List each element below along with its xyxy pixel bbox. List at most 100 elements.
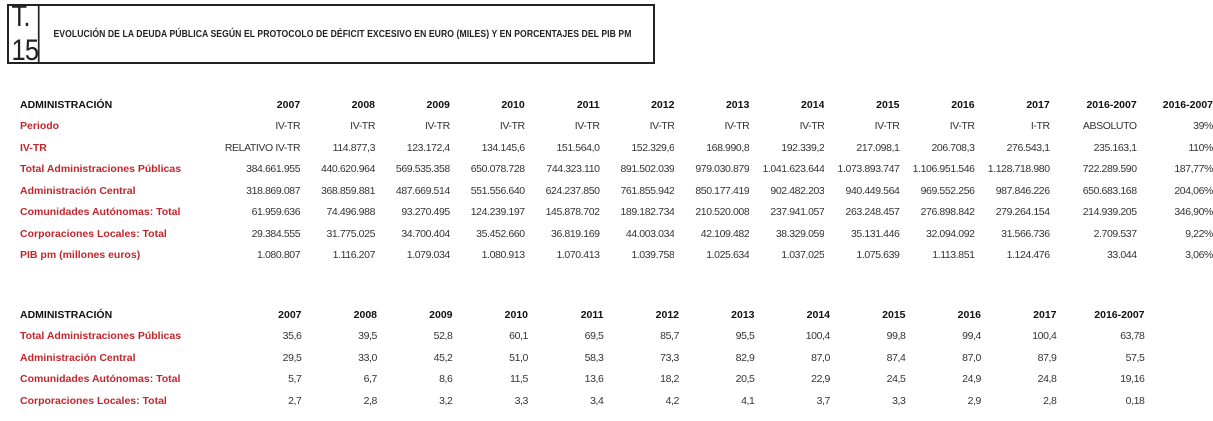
table-cell: 744.323.110 — [546, 163, 600, 176]
table-row: Administración Central 29,5 33,0 45,2 51,0 58… — [20, 347, 1145, 369]
table-cell: 39% — [1193, 120, 1213, 133]
table-cell: 87,0 — [811, 351, 830, 364]
table-cell: 51,0 — [509, 351, 528, 364]
table-cell: 3,2 — [439, 394, 453, 407]
table-cell: 87,9 — [1037, 351, 1057, 364]
table-cell: 1.037.025 — [781, 249, 825, 262]
row-label: Comunidades Autónomas: Total — [20, 206, 181, 219]
column-header: 2015 — [876, 98, 900, 111]
table-cell: 1.041.623.644 — [762, 163, 825, 176]
table-row: Administración Central 318.869.087 368.859… — [20, 180, 1213, 202]
column-header: 2008 — [353, 308, 377, 321]
table-cell: 19,16 — [1120, 373, 1145, 386]
table-cell: 5,7 — [288, 373, 302, 386]
table-cell: 1.039.758 — [631, 249, 675, 262]
table-cell: 18,2 — [660, 373, 679, 386]
row-label: Total Administraciones Públicas — [20, 163, 182, 176]
table-cell: 237.941.057 — [770, 206, 825, 219]
table-cell: 38.329.059 — [775, 227, 825, 240]
header-row: ADMINISTRACIÓN 2007 2008 2009 2010 2011 … — [20, 304, 1145, 326]
table-cell: 31.775.025 — [326, 227, 376, 240]
table-cell: 1.124.476 — [1006, 249, 1050, 262]
table-cell: 29.384.555 — [251, 227, 301, 240]
table-cell: 36.819.169 — [551, 227, 600, 240]
table-cell: 34.700.404 — [401, 227, 450, 240]
column-header: 2013 — [731, 308, 755, 321]
header-row: ADMINISTRACIÓN 2007 2008 2009 2010 2011 … — [20, 94, 1213, 116]
table-cell: 3,4 — [590, 394, 604, 407]
table-row: Corporaciones Locales: Total 2,7 2,8 3,2 3,3… — [20, 390, 1145, 412]
table-cell: IV-TR — [499, 120, 525, 133]
row-label: Corporaciones Locales: Total — [20, 394, 167, 407]
table-cell: 624.237.850 — [545, 184, 600, 197]
table-cell: 13,6 — [584, 373, 604, 386]
table-row: Periodo IV-TR IV-TR IV-TR IV-TR IV-TR IV-TR IV-… — [20, 116, 1213, 138]
table-cell: 2,8 — [363, 394, 377, 407]
column-header: 2012 — [655, 308, 679, 321]
column-header: 2016 — [951, 98, 975, 111]
table-cell: 276.543,1 — [1006, 141, 1050, 154]
table-cell: 2,9 — [967, 394, 981, 407]
table-cell: 58,3 — [584, 351, 604, 364]
table-cell: 93.270.495 — [401, 206, 450, 219]
table-cell: 33.044 — [1106, 249, 1137, 262]
column-header: ADMINISTRACIÓN — [20, 98, 113, 111]
table-cell: IV-TR — [350, 120, 376, 133]
debt-table-euros: ADMINISTRACIÓN 2007 2008 2009 2010 2011 … — [20, 94, 1213, 266]
table-cell: 263.248.457 — [845, 206, 900, 219]
table-cell: IV-TR — [649, 120, 675, 133]
table-cell: 1.106.951.546 — [912, 163, 975, 176]
table-cell: 3,06% — [1185, 249, 1213, 262]
table-cell: 9,22% — [1185, 227, 1213, 240]
table-cell: 4,1 — [741, 394, 755, 407]
table-cell: 99,4 — [962, 330, 981, 343]
table-cell: 1.079.034 — [406, 249, 450, 262]
column-header: 2013 — [725, 98, 750, 111]
table-cell: 368.859.881 — [321, 184, 376, 197]
table-cell: 318.869.087 — [246, 184, 301, 197]
column-header: 2010 — [504, 308, 528, 321]
table-row: Total Administraciones Públicas 35,6 39,5 5… — [20, 326, 1145, 348]
table-cell: 217.098,1 — [856, 141, 900, 154]
column-header: 2011 — [580, 308, 604, 321]
column-header: 2009 — [426, 98, 450, 111]
table-cell: 44.003.034 — [625, 227, 675, 240]
row-label: Total Administraciones Públicas — [20, 330, 182, 343]
table-cell: 73,3 — [660, 351, 679, 364]
table-cell: 52,8 — [433, 330, 453, 343]
table-cell: IV-TR — [724, 120, 750, 133]
table-cell: 114.877,3 — [332, 141, 376, 154]
table-row: Comunidades Autónomas: Total 61.959.636 74… — [20, 202, 1213, 224]
table-cell: 39,5 — [358, 330, 377, 343]
table-cell: 1.075.639 — [856, 249, 900, 262]
table-cell: 35,6 — [282, 330, 302, 343]
row-label: Periodo — [20, 120, 60, 133]
table-cell: ABSOLUTO — [1082, 120, 1137, 133]
table-cell: 87,0 — [962, 351, 981, 364]
table-cell: 551.556.640 — [470, 184, 525, 197]
table-cell: 204,06% — [1174, 184, 1213, 197]
table-cell: 891.502.039 — [620, 163, 675, 176]
column-header: 2017 — [1033, 308, 1057, 321]
table-cell: 650.078.728 — [470, 163, 525, 176]
column-header: 2016-2007 — [1086, 98, 1137, 111]
column-header: 2007 — [278, 308, 302, 321]
table-cell: 145.878.702 — [545, 206, 600, 219]
table-cell: 61.959.636 — [251, 206, 301, 219]
table-cell: 31.566.736 — [1001, 227, 1050, 240]
table-cell: 1.073.893.747 — [837, 163, 900, 176]
table-cell: 187,77% — [1174, 163, 1213, 176]
table-cell: 35.452.660 — [476, 227, 525, 240]
table-cell: 22,9 — [811, 373, 830, 386]
table-cell: 134.145,6 — [481, 141, 525, 154]
table-cell: 440.620.964 — [321, 163, 376, 176]
table-cell: 69,5 — [584, 330, 604, 343]
column-header: 2007 — [276, 98, 301, 111]
table-cell: 650.683.168 — [1082, 184, 1137, 197]
table-cell: 3,3 — [892, 394, 906, 407]
table-cell: 1.070.413 — [556, 249, 600, 262]
column-header: 2012 — [651, 98, 675, 111]
table-row: Comunidades Autónomas: Total 5,7 6,7 8,6 11,… — [20, 369, 1145, 391]
table-cell: 346,90% — [1174, 206, 1213, 219]
table-cell: 214.939.205 — [1082, 206, 1137, 219]
